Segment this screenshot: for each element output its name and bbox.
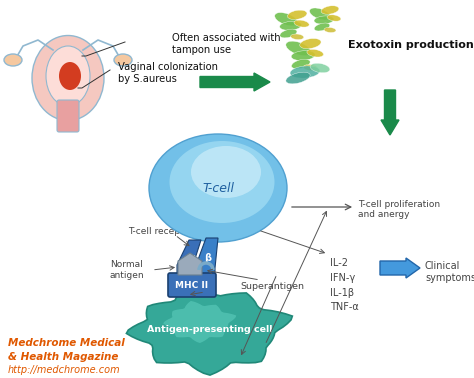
- Ellipse shape: [191, 146, 261, 198]
- Text: Exotoxin production: Exotoxin production: [348, 40, 474, 50]
- Text: IL-2
IFN-γ
IL-1β
TNF-α: IL-2 IFN-γ IL-1β TNF-α: [330, 258, 359, 312]
- Text: T-cell: T-cell: [202, 181, 234, 195]
- Ellipse shape: [286, 41, 311, 56]
- Ellipse shape: [290, 66, 320, 78]
- Ellipse shape: [59, 62, 81, 90]
- Ellipse shape: [327, 15, 341, 21]
- Polygon shape: [163, 301, 236, 343]
- Ellipse shape: [292, 59, 310, 69]
- Text: Antigen-presenting cell: Antigen-presenting cell: [147, 325, 273, 335]
- Text: MHC II: MHC II: [175, 280, 209, 290]
- Ellipse shape: [274, 12, 298, 26]
- Text: T-cell proliferation
and anergy: T-cell proliferation and anergy: [358, 200, 440, 219]
- Polygon shape: [177, 240, 201, 283]
- Polygon shape: [178, 253, 202, 275]
- Text: β: β: [204, 253, 211, 263]
- Ellipse shape: [303, 65, 318, 71]
- Text: Superantigen: Superantigen: [240, 282, 304, 291]
- Ellipse shape: [291, 51, 315, 60]
- Text: http://medchrome.com: http://medchrome.com: [8, 365, 120, 375]
- Polygon shape: [195, 238, 218, 286]
- Ellipse shape: [32, 36, 104, 121]
- Text: Medchrome Medical: Medchrome Medical: [8, 338, 125, 348]
- Ellipse shape: [310, 8, 330, 20]
- Ellipse shape: [300, 39, 321, 49]
- Ellipse shape: [170, 141, 274, 223]
- Text: T-cell receptor: T-cell receptor: [128, 228, 193, 237]
- FancyArrow shape: [380, 258, 420, 278]
- Text: α: α: [189, 253, 195, 263]
- Text: & Health Magazine: & Health Magazine: [8, 352, 118, 362]
- Ellipse shape: [114, 54, 132, 66]
- Ellipse shape: [321, 6, 339, 14]
- Text: Often associated with
tampon use: Often associated with tampon use: [172, 33, 281, 54]
- Text: Normal
antigen: Normal antigen: [110, 260, 145, 280]
- Ellipse shape: [287, 10, 307, 19]
- Ellipse shape: [314, 23, 330, 31]
- Text: Clinical
symptoms: Clinical symptoms: [425, 261, 474, 283]
- Ellipse shape: [149, 134, 287, 242]
- Ellipse shape: [46, 46, 90, 106]
- Ellipse shape: [291, 34, 304, 40]
- Polygon shape: [127, 285, 292, 375]
- FancyBboxPatch shape: [57, 100, 79, 132]
- FancyArrow shape: [381, 90, 399, 135]
- Ellipse shape: [310, 63, 330, 73]
- Ellipse shape: [280, 21, 301, 30]
- Ellipse shape: [294, 20, 309, 27]
- Ellipse shape: [4, 54, 22, 66]
- Ellipse shape: [307, 50, 323, 57]
- FancyArrow shape: [200, 73, 270, 91]
- Ellipse shape: [324, 28, 336, 33]
- Text: Vaginal colonization
by S.aureus: Vaginal colonization by S.aureus: [118, 62, 218, 84]
- FancyBboxPatch shape: [168, 273, 216, 297]
- Ellipse shape: [286, 72, 310, 84]
- Ellipse shape: [280, 29, 297, 38]
- Ellipse shape: [314, 16, 334, 24]
